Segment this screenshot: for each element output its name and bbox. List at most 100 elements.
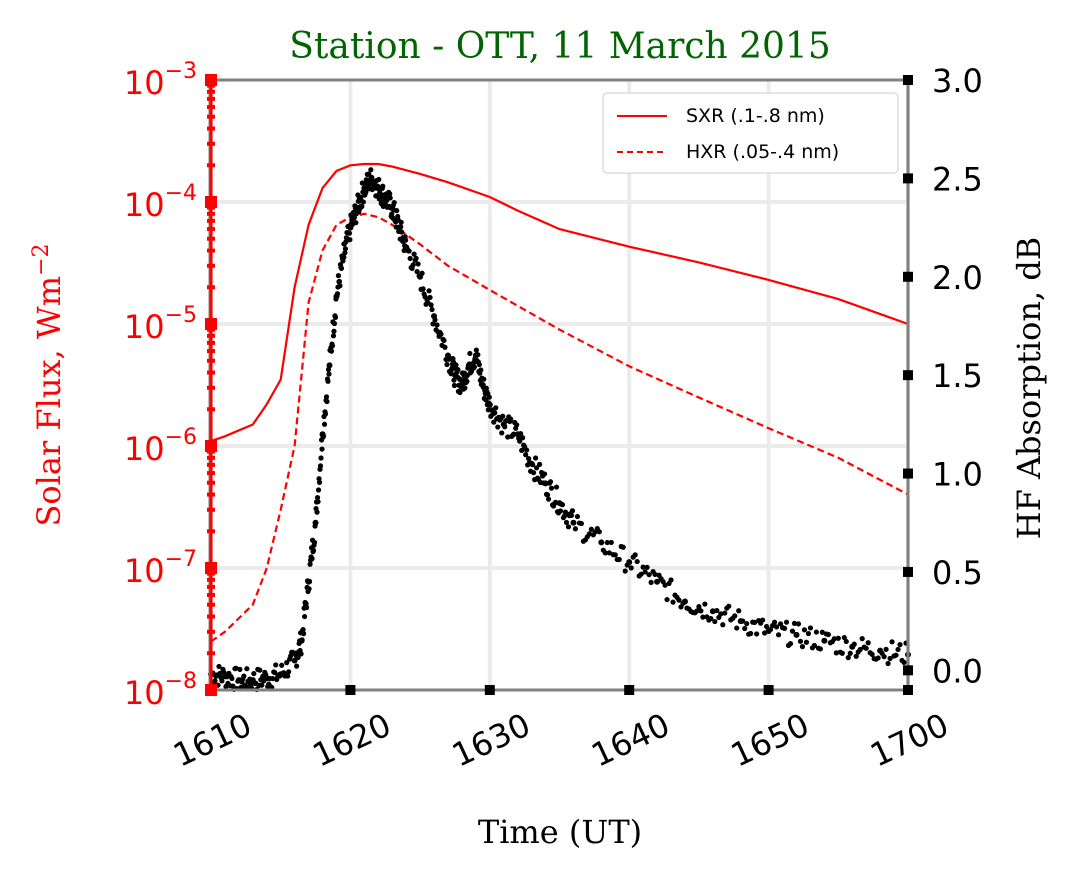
absorption-point xyxy=(533,465,540,471)
y-right-tick-label: 0.0 xyxy=(932,652,983,690)
absorption-point xyxy=(295,654,301,660)
y-left-minor-tick xyxy=(207,651,215,656)
absorption-point xyxy=(229,675,235,682)
absorption-point xyxy=(312,519,319,526)
absorption-point xyxy=(403,237,409,243)
absorption-point xyxy=(426,288,432,294)
absorption-point xyxy=(303,604,310,611)
absorption-point xyxy=(771,619,778,625)
y-left-minor-tick xyxy=(207,89,215,94)
y-left-minor-tick xyxy=(207,248,215,253)
absorption-point xyxy=(853,653,859,659)
absorption-point xyxy=(559,502,566,508)
absorption-point xyxy=(608,539,614,546)
y-left-tick xyxy=(205,684,217,696)
absorption-point xyxy=(773,624,780,630)
absorption-point xyxy=(740,618,746,624)
absorption-point xyxy=(612,552,618,558)
absorption-point xyxy=(536,461,543,467)
absorption-point xyxy=(875,655,881,661)
absorption-point xyxy=(642,569,648,575)
absorption-point xyxy=(797,638,804,644)
absorption-point xyxy=(897,642,903,648)
absorption-point xyxy=(644,564,650,570)
absorption-point xyxy=(314,494,321,501)
absorption-point xyxy=(462,385,468,391)
absorption-point xyxy=(473,347,479,353)
absorption-point xyxy=(901,659,907,665)
absorption-point xyxy=(640,564,646,570)
absorption-point xyxy=(444,361,450,368)
absorption-point xyxy=(467,350,473,357)
x-tick-label: 1650 xyxy=(725,706,815,775)
absorption-point xyxy=(315,499,321,505)
absorption-point xyxy=(337,283,343,289)
absorption-point xyxy=(821,637,828,644)
chart-title: Station - OTT, 11 March 2015 xyxy=(289,26,830,67)
absorption-point xyxy=(869,651,875,658)
absorption-point xyxy=(833,650,839,656)
absorption-point xyxy=(734,625,740,631)
absorption-point xyxy=(722,610,728,616)
absorption-point xyxy=(622,568,628,574)
absorption-point xyxy=(764,623,770,630)
absorption-point xyxy=(328,348,335,354)
sxr-line xyxy=(210,162,909,443)
y-left-tick-label: 10−6 xyxy=(124,425,197,468)
absorption-point xyxy=(366,171,372,177)
absorption-point xyxy=(889,639,895,645)
absorption-point xyxy=(316,479,323,486)
absorption-point xyxy=(335,273,342,279)
absorption-point xyxy=(330,333,337,339)
absorption-point xyxy=(547,479,554,485)
absorption-point xyxy=(813,629,819,635)
absorption-point xyxy=(519,447,525,454)
absorption-point xyxy=(616,556,622,563)
absorption-point xyxy=(317,463,324,469)
absorption-point xyxy=(380,183,386,189)
y-left-minor-tick xyxy=(207,141,215,146)
absorption-point xyxy=(541,471,548,477)
absorption-point xyxy=(847,650,853,656)
absorption-point xyxy=(359,203,365,210)
y-left-minor-tick xyxy=(207,236,215,241)
absorption-point xyxy=(353,220,359,226)
absorption-point xyxy=(795,621,802,627)
y-left-minor-tick xyxy=(207,614,215,619)
absorption-point xyxy=(500,413,506,419)
absorption-point xyxy=(845,655,851,661)
absorption-point xyxy=(338,265,345,271)
absorption-point xyxy=(791,620,798,626)
absorption-point xyxy=(654,578,661,585)
absorption-point xyxy=(257,667,263,673)
y-left-minor-tick xyxy=(207,629,215,634)
x-tick xyxy=(345,685,356,695)
y-right-tick xyxy=(903,566,913,577)
absorption-point xyxy=(681,598,688,605)
absorption-point xyxy=(307,561,313,567)
y-left-tick xyxy=(205,562,217,574)
y-left-axis-label: Solar Flux, Wm−2 xyxy=(29,243,68,526)
absorption-point xyxy=(237,666,243,673)
absorption-point xyxy=(430,321,436,327)
absorption-point xyxy=(628,565,634,571)
absorption-point xyxy=(272,669,278,676)
absorption-point xyxy=(453,362,459,368)
absorption-point xyxy=(586,531,592,537)
legend-label-sxr: SXR (.1-.8 nm) xyxy=(686,105,825,127)
absorption-point xyxy=(835,635,841,641)
y-left-minor-tick xyxy=(207,407,215,412)
y-right-tick-label: 3.0 xyxy=(932,62,983,100)
y-right-tick-label: 1.5 xyxy=(932,357,983,395)
y-left-minor-tick xyxy=(207,327,215,332)
absorption-point xyxy=(748,630,754,637)
absorption-point xyxy=(314,509,320,515)
y-left-label-sup: −2 xyxy=(29,243,54,275)
absorption-point xyxy=(217,670,223,677)
absorption-point xyxy=(859,636,865,642)
absorption-point xyxy=(805,630,812,637)
absorption-point xyxy=(520,435,526,441)
absorption-point xyxy=(429,306,435,313)
absorption-point xyxy=(493,405,499,411)
absorption-point xyxy=(244,666,250,672)
